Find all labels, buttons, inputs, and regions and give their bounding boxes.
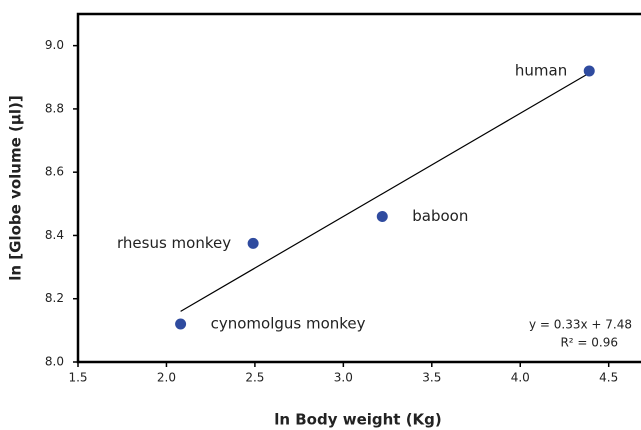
x-tick-label: 1.5 xyxy=(68,371,87,385)
y-tick-label: 8.8 xyxy=(45,101,64,115)
y-axis-title: ln [Globe volume (µl)] xyxy=(7,95,25,280)
x-tick-label: 3.0 xyxy=(334,371,353,385)
y-tick-label: 9.0 xyxy=(45,38,64,52)
y-tick-label: 8.4 xyxy=(45,228,64,242)
x-tick-label: 4.5 xyxy=(599,371,618,385)
x-tick-label: 2.0 xyxy=(157,371,176,385)
point-label: baboon xyxy=(412,207,468,225)
trendline-equation: R² = 0.96 xyxy=(560,336,618,350)
data-point xyxy=(376,210,388,222)
point-label: rhesus monkey xyxy=(117,234,231,252)
point-label: human xyxy=(515,61,567,79)
trendline xyxy=(180,73,588,312)
plot-frame xyxy=(76,12,641,364)
x-axis-title: ln Body weight (Kg) xyxy=(274,411,442,429)
x-tick-label: 3.5 xyxy=(422,371,441,385)
data-point xyxy=(175,318,187,330)
y-tick-label: 8.0 xyxy=(45,355,64,369)
data-point xyxy=(247,237,259,249)
data-point xyxy=(583,65,595,77)
y-tick-label: 8.2 xyxy=(45,291,64,305)
y-tick-label: 8.6 xyxy=(45,165,64,179)
trendline-equation: y = 0.33x + 7.48 xyxy=(529,318,632,332)
x-tick-label: 2.5 xyxy=(245,371,264,385)
x-tick-label: 4.0 xyxy=(511,371,530,385)
point-label: cynomolgus monkey xyxy=(211,315,366,333)
